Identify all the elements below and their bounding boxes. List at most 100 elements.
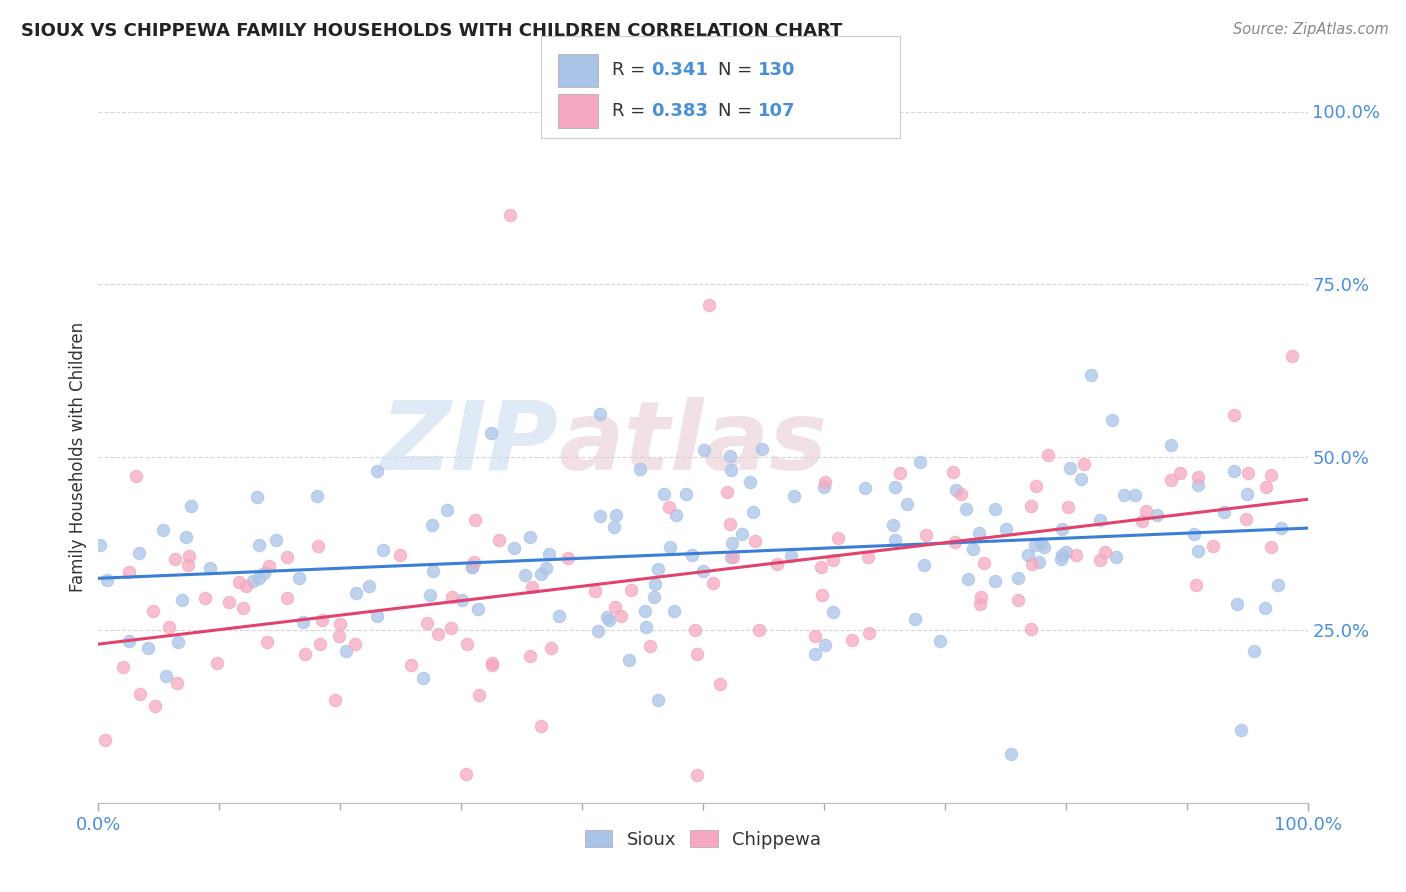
Point xyxy=(720,463,742,477)
Text: 0.383: 0.383 xyxy=(651,102,709,120)
Point xyxy=(427,627,450,641)
Text: N =: N = xyxy=(718,62,758,79)
Point xyxy=(742,505,765,519)
Point xyxy=(589,407,612,421)
Point xyxy=(675,487,697,501)
Point xyxy=(1130,514,1153,528)
Point xyxy=(720,516,742,531)
Point xyxy=(1007,592,1029,607)
Point xyxy=(665,508,688,523)
Point xyxy=(247,571,270,585)
Point xyxy=(481,658,503,673)
Point xyxy=(89,538,111,552)
Point xyxy=(681,548,703,562)
Point xyxy=(751,442,773,456)
Point xyxy=(955,501,977,516)
Point xyxy=(152,523,174,537)
Point xyxy=(1202,539,1225,553)
Point xyxy=(647,692,669,706)
Point xyxy=(1254,481,1277,495)
Point xyxy=(488,533,510,547)
Point xyxy=(1187,477,1209,491)
Point xyxy=(329,617,352,632)
Point xyxy=(257,559,280,574)
Point xyxy=(481,656,503,670)
Point xyxy=(779,549,801,563)
Point xyxy=(748,623,770,637)
Point xyxy=(366,464,388,478)
Point xyxy=(157,620,180,634)
Point xyxy=(1184,526,1206,541)
Point xyxy=(194,591,217,606)
Point xyxy=(1064,548,1087,562)
Point xyxy=(884,533,907,548)
Point xyxy=(177,558,200,572)
Point xyxy=(908,455,931,469)
Point xyxy=(744,534,766,549)
Point xyxy=(803,628,825,642)
Point xyxy=(142,604,165,618)
Point xyxy=(692,564,714,578)
Point xyxy=(1237,466,1260,480)
Text: N =: N = xyxy=(718,102,758,120)
Point xyxy=(821,553,844,567)
Point xyxy=(294,647,316,661)
Point xyxy=(143,699,166,714)
Point xyxy=(1223,464,1246,478)
Point xyxy=(856,549,879,564)
Point xyxy=(1050,552,1073,566)
Point xyxy=(967,526,990,541)
Point xyxy=(461,559,484,574)
Point xyxy=(232,600,254,615)
Point xyxy=(1088,513,1111,527)
Point xyxy=(155,669,177,683)
Point xyxy=(889,466,911,480)
Point xyxy=(1146,508,1168,522)
Point xyxy=(205,657,228,671)
Point xyxy=(1057,500,1080,514)
Point xyxy=(912,558,935,573)
Point xyxy=(1254,601,1277,615)
Point xyxy=(228,574,250,589)
Point xyxy=(738,475,761,489)
Point xyxy=(1050,548,1073,562)
Text: R =: R = xyxy=(612,102,651,120)
Point xyxy=(1007,571,1029,585)
Point xyxy=(643,590,665,604)
Point xyxy=(1270,521,1292,535)
Point xyxy=(461,559,484,574)
Point xyxy=(253,566,276,581)
Point xyxy=(165,552,187,566)
Text: 107: 107 xyxy=(758,102,796,120)
Point xyxy=(519,530,541,544)
Point xyxy=(658,540,681,554)
Point xyxy=(609,608,631,623)
Point xyxy=(1185,578,1208,592)
Point xyxy=(177,549,200,563)
Point xyxy=(1094,544,1116,558)
Point xyxy=(287,571,309,585)
Point xyxy=(198,561,221,575)
Point xyxy=(307,539,329,553)
Point xyxy=(903,612,925,626)
Point xyxy=(420,518,443,533)
Point xyxy=(702,575,724,590)
Point xyxy=(1000,747,1022,762)
Point xyxy=(720,549,742,564)
Point xyxy=(328,629,350,643)
Point xyxy=(962,541,984,556)
Point xyxy=(276,550,298,565)
Point xyxy=(117,634,139,648)
Point xyxy=(782,490,804,504)
Point xyxy=(716,485,738,500)
Legend: Sioux, Chippewa: Sioux, Chippewa xyxy=(578,822,828,856)
Point xyxy=(520,580,543,594)
Point xyxy=(292,615,315,629)
Point xyxy=(814,475,837,490)
Point xyxy=(984,574,1007,588)
Point xyxy=(973,556,995,570)
Point xyxy=(1021,557,1043,571)
Point xyxy=(1160,438,1182,452)
Point xyxy=(586,624,609,639)
Point xyxy=(129,687,152,701)
